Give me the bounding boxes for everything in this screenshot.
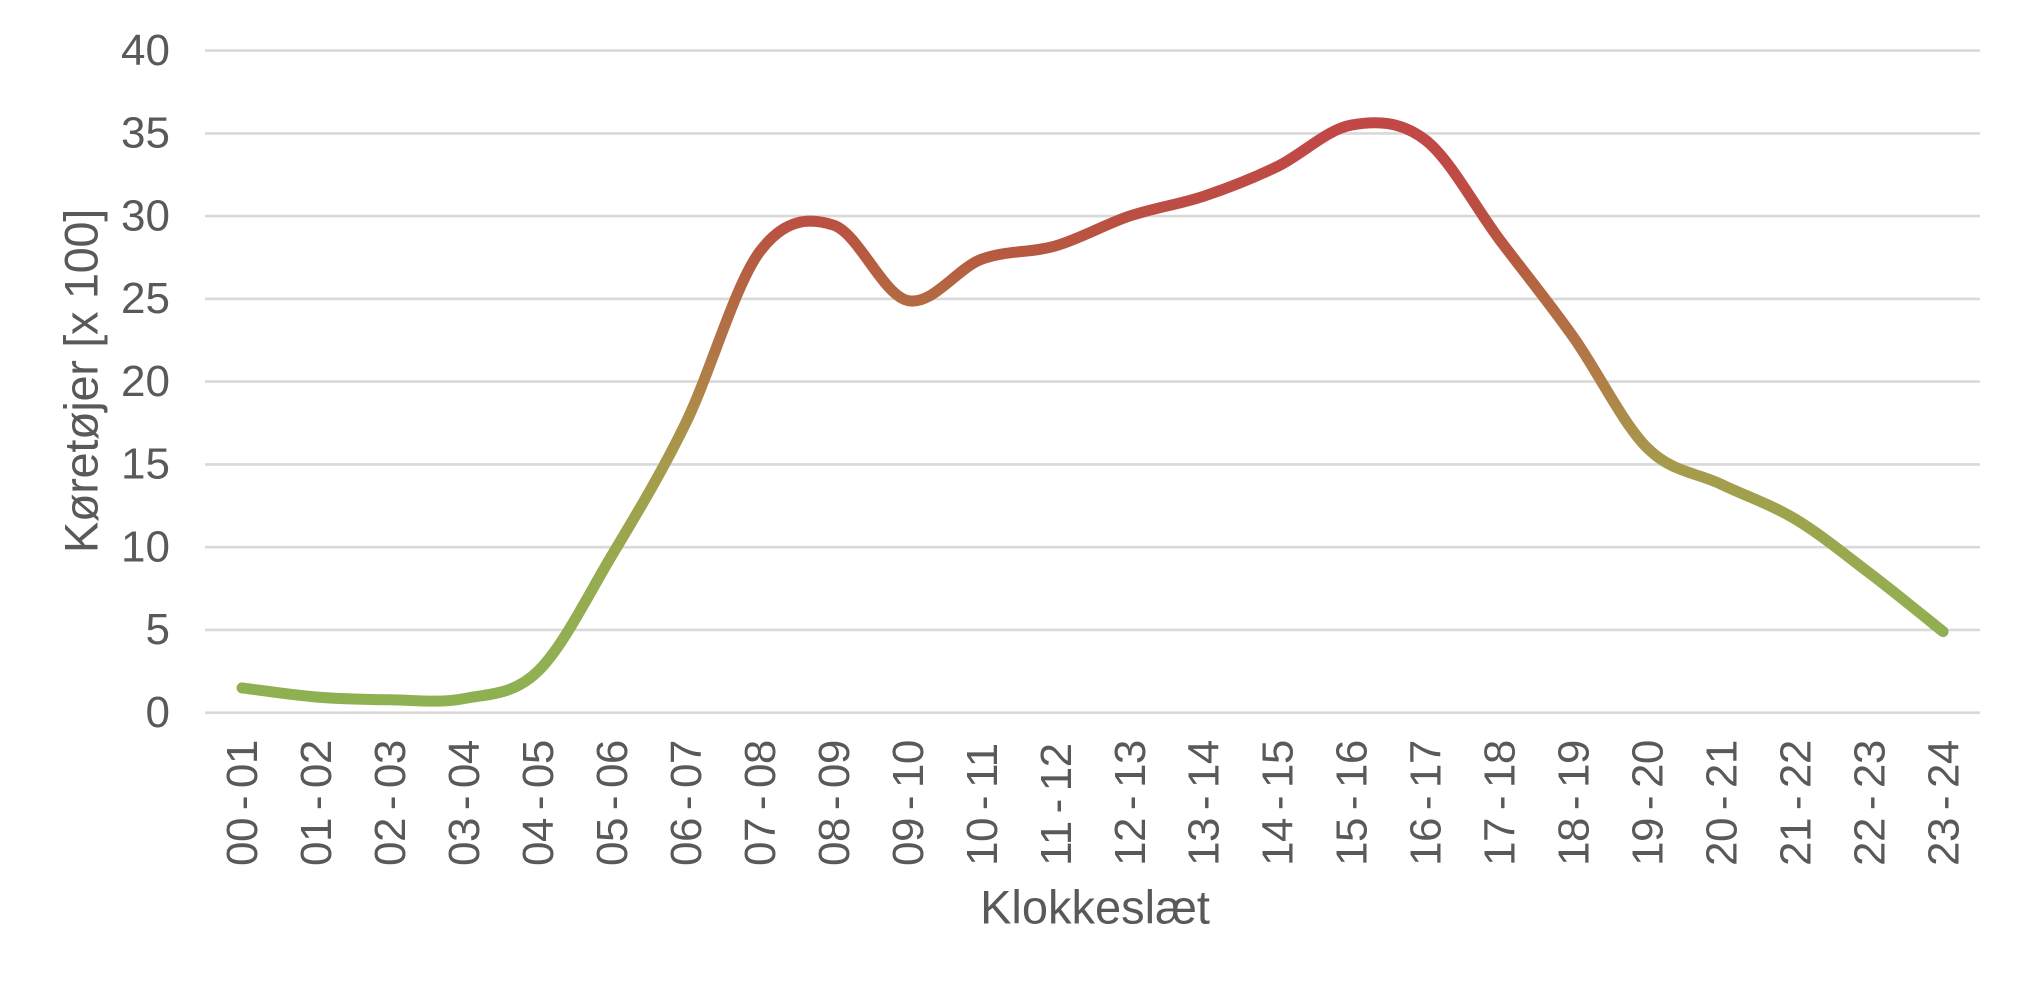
svg-text:00 - 01: 00 - 01 (218, 740, 267, 866)
svg-text:15: 15 (121, 440, 170, 489)
svg-text:17 - 18: 17 - 18 (1476, 740, 1525, 866)
svg-text:18 - 19: 18 - 19 (1550, 740, 1599, 866)
svg-text:11 - 12: 11 - 12 (1032, 743, 1081, 866)
svg-text:10: 10 (121, 522, 170, 571)
svg-text:01 - 02: 01 - 02 (292, 740, 341, 866)
svg-text:5: 5 (146, 605, 170, 654)
svg-text:12 - 13: 12 - 13 (1106, 740, 1155, 866)
svg-text:15 - 16: 15 - 16 (1328, 740, 1377, 866)
svg-text:06 - 07: 06 - 07 (662, 740, 711, 866)
svg-text:20 - 21: 20 - 21 (1697, 740, 1746, 866)
svg-text:40: 40 (121, 26, 170, 75)
svg-text:19 - 20: 19 - 20 (1624, 740, 1673, 866)
svg-text:35: 35 (121, 109, 170, 158)
svg-text:16 - 17: 16 - 17 (1402, 740, 1451, 866)
svg-text:07 - 08: 07 - 08 (736, 740, 785, 866)
svg-text:25: 25 (121, 274, 170, 323)
svg-text:03 - 04: 03 - 04 (440, 740, 489, 866)
svg-text:0: 0 (146, 688, 170, 737)
svg-text:Køretøjer [x 100]: Køretøjer [x 100] (55, 209, 108, 553)
svg-text:22 - 23: 22 - 23 (1845, 740, 1894, 866)
svg-text:08 - 09: 08 - 09 (810, 740, 859, 866)
svg-text:30: 30 (121, 191, 170, 240)
svg-text:Klokkeslæt: Klokkeslæt (980, 880, 1210, 933)
svg-text:14 - 15: 14 - 15 (1254, 740, 1303, 866)
svg-text:23 - 24: 23 - 24 (1919, 740, 1968, 866)
svg-text:04 - 05: 04 - 05 (514, 740, 563, 866)
svg-text:13 - 14: 13 - 14 (1180, 740, 1229, 866)
svg-text:20: 20 (121, 357, 170, 406)
svg-text:02 - 03: 02 - 03 (366, 740, 415, 866)
svg-text:09 - 10: 09 - 10 (884, 740, 933, 866)
svg-text:05 - 06: 05 - 06 (588, 740, 637, 866)
svg-text:21 - 22: 21 - 22 (1771, 740, 1820, 866)
svg-text:10 - 11: 10 - 11 (958, 743, 1007, 866)
